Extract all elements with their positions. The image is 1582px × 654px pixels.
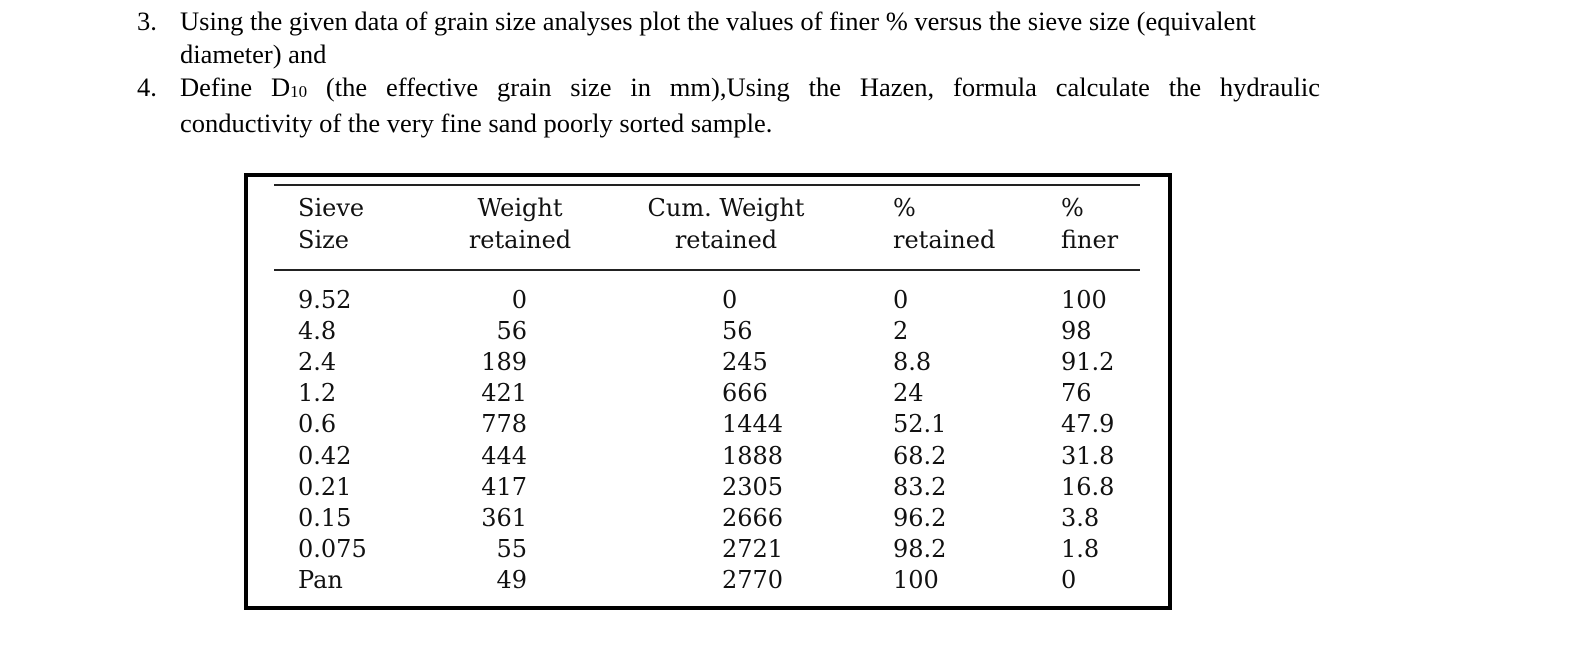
cell-weight-retained: 444 — [481, 441, 527, 470]
cell-percent-retained: 68.2 — [893, 441, 947, 470]
cell-percent-finer: 1.8 — [1061, 534, 1100, 563]
question-number: 4. — [137, 72, 157, 102]
table-row: 2.4 189 245 8.8 91.2 — [248, 346, 1168, 377]
cell-cum-weight: 1888 — [722, 441, 784, 470]
cell-percent-retained: 98.2 — [893, 534, 947, 563]
cell-cum-weight: 56 — [722, 317, 753, 346]
cell-weight-retained: 421 — [481, 379, 527, 408]
cell-percent-retained: 96.2 — [893, 503, 947, 532]
cell-percent-finer: 47.9 — [1061, 410, 1115, 439]
cell-sieve-size: Pan — [298, 565, 343, 594]
cell-percent-retained: 100 — [893, 565, 939, 594]
header-percent-retained: % retained — [893, 192, 995, 256]
table-row: 4.8 56 56 2 98 — [248, 315, 1168, 346]
table-header-rule — [274, 269, 1140, 271]
cell-percent-finer: 3.8 — [1061, 503, 1100, 532]
table-row: 9.52 0 0 0 100 — [248, 284, 1168, 315]
question-text-line: diameter) and — [180, 39, 327, 69]
cell-sieve-size: 9.52 — [298, 286, 352, 314]
table-row: 0.075 55 2721 98.2 1.8 — [248, 533, 1168, 564]
cell-weight-retained: 417 — [481, 472, 527, 501]
text-span: Define D — [180, 72, 291, 102]
question-number: 3. — [137, 6, 157, 36]
header-percent-finer: % finer — [1061, 192, 1118, 256]
cell-sieve-size: 2.4 — [298, 348, 337, 377]
question-text: Define D10 (the effective grain size in … — [180, 71, 1320, 140]
cell-percent-retained: 2 — [893, 317, 909, 346]
table-row: 0.21 417 2305 83.2 16.8 — [248, 471, 1168, 502]
header-line: retained — [893, 226, 996, 254]
cell-sieve-size: 0.6 — [298, 410, 337, 439]
cell-cum-weight: 245 — [722, 348, 768, 377]
header-line: Weight — [477, 194, 563, 222]
table-row: 0.42 444 1888 68.2 31.8 — [248, 440, 1168, 471]
text-span: (the effective grain size in mm),Using t… — [307, 72, 1321, 102]
cell-percent-retained: 52.1 — [893, 410, 947, 439]
cell-percent-finer: 98 — [1061, 317, 1092, 346]
cell-sieve-size: 0.075 — [298, 534, 367, 563]
cell-weight-retained: 778 — [481, 410, 527, 439]
cell-percent-finer: 76 — [1061, 379, 1092, 408]
cell-cum-weight: 0 — [722, 286, 738, 314]
table-top-rule — [274, 184, 1140, 186]
question-text-line: Using the given data of grain size analy… — [180, 6, 1256, 36]
header-line: Sieve — [298, 194, 365, 222]
header-line: finer — [1061, 226, 1119, 254]
question-text-line: conductivity of the very fine sand poorl… — [180, 108, 773, 138]
cell-cum-weight: 1444 — [722, 410, 784, 439]
table-row: Pan 49 2770 100 0 — [248, 564, 1168, 595]
cell-cum-weight: 2721 — [722, 534, 784, 563]
cell-percent-finer: 31.8 — [1061, 441, 1115, 470]
cell-weight-retained: 49 — [496, 565, 527, 594]
cell-percent-finer: 0 — [1061, 565, 1077, 594]
table-row: 1.2 421 666 24 76 — [248, 377, 1168, 408]
table-row: 0.15 361 2666 96.2 3.8 — [248, 502, 1168, 533]
cell-cum-weight: 666 — [722, 379, 768, 408]
cell-cum-weight: 2305 — [722, 472, 784, 501]
header-line: retained — [468, 226, 572, 254]
cell-sieve-size: 1.2 — [298, 379, 337, 408]
cell-cum-weight: 2666 — [722, 503, 784, 532]
header-line: % — [893, 194, 916, 222]
cell-percent-finer: 91.2 — [1061, 348, 1115, 377]
cell-weight-retained: 55 — [496, 534, 527, 563]
cell-weight-retained: 0 — [511, 286, 527, 314]
cell-weight-retained: 56 — [496, 317, 527, 346]
header-line: Size — [298, 226, 349, 254]
cell-percent-finer: 100 — [1061, 286, 1107, 314]
cell-percent-retained: 24 — [893, 379, 924, 408]
cell-percent-finer: 16.8 — [1061, 472, 1115, 501]
cell-sieve-size: 4.8 — [298, 317, 337, 346]
header-line: retained — [674, 226, 778, 254]
grain-size-table: Sieve Size Weight retained Cum. Weight r… — [244, 173, 1172, 610]
header-weight-retained: Weight retained — [465, 192, 575, 256]
cell-percent-retained: 8.8 — [893, 348, 932, 377]
cell-cum-weight: 2770 — [722, 565, 784, 594]
cell-sieve-size: 0.15 — [298, 503, 352, 532]
header-line: Cum. Weight — [647, 194, 805, 222]
header-cum-weight-retained: Cum. Weight retained — [636, 192, 816, 256]
table-row: 0.6 778 1444 52.1 47.9 — [248, 408, 1168, 439]
question-text-line: Define D10 (the effective grain size in … — [180, 72, 1320, 102]
header-sieve-size: Sieve Size — [298, 192, 364, 256]
cell-weight-retained: 189 — [481, 348, 527, 377]
subscript: 10 — [290, 82, 308, 101]
cell-percent-retained: 0 — [893, 286, 909, 314]
cell-percent-retained: 83.2 — [893, 472, 947, 501]
cell-sieve-size: 0.42 — [298, 441, 352, 470]
cell-weight-retained: 361 — [481, 503, 527, 532]
question-text: Using the given data of grain size analy… — [180, 5, 1320, 71]
cell-sieve-size: 0.21 — [298, 472, 352, 501]
header-line: % — [1061, 194, 1084, 222]
